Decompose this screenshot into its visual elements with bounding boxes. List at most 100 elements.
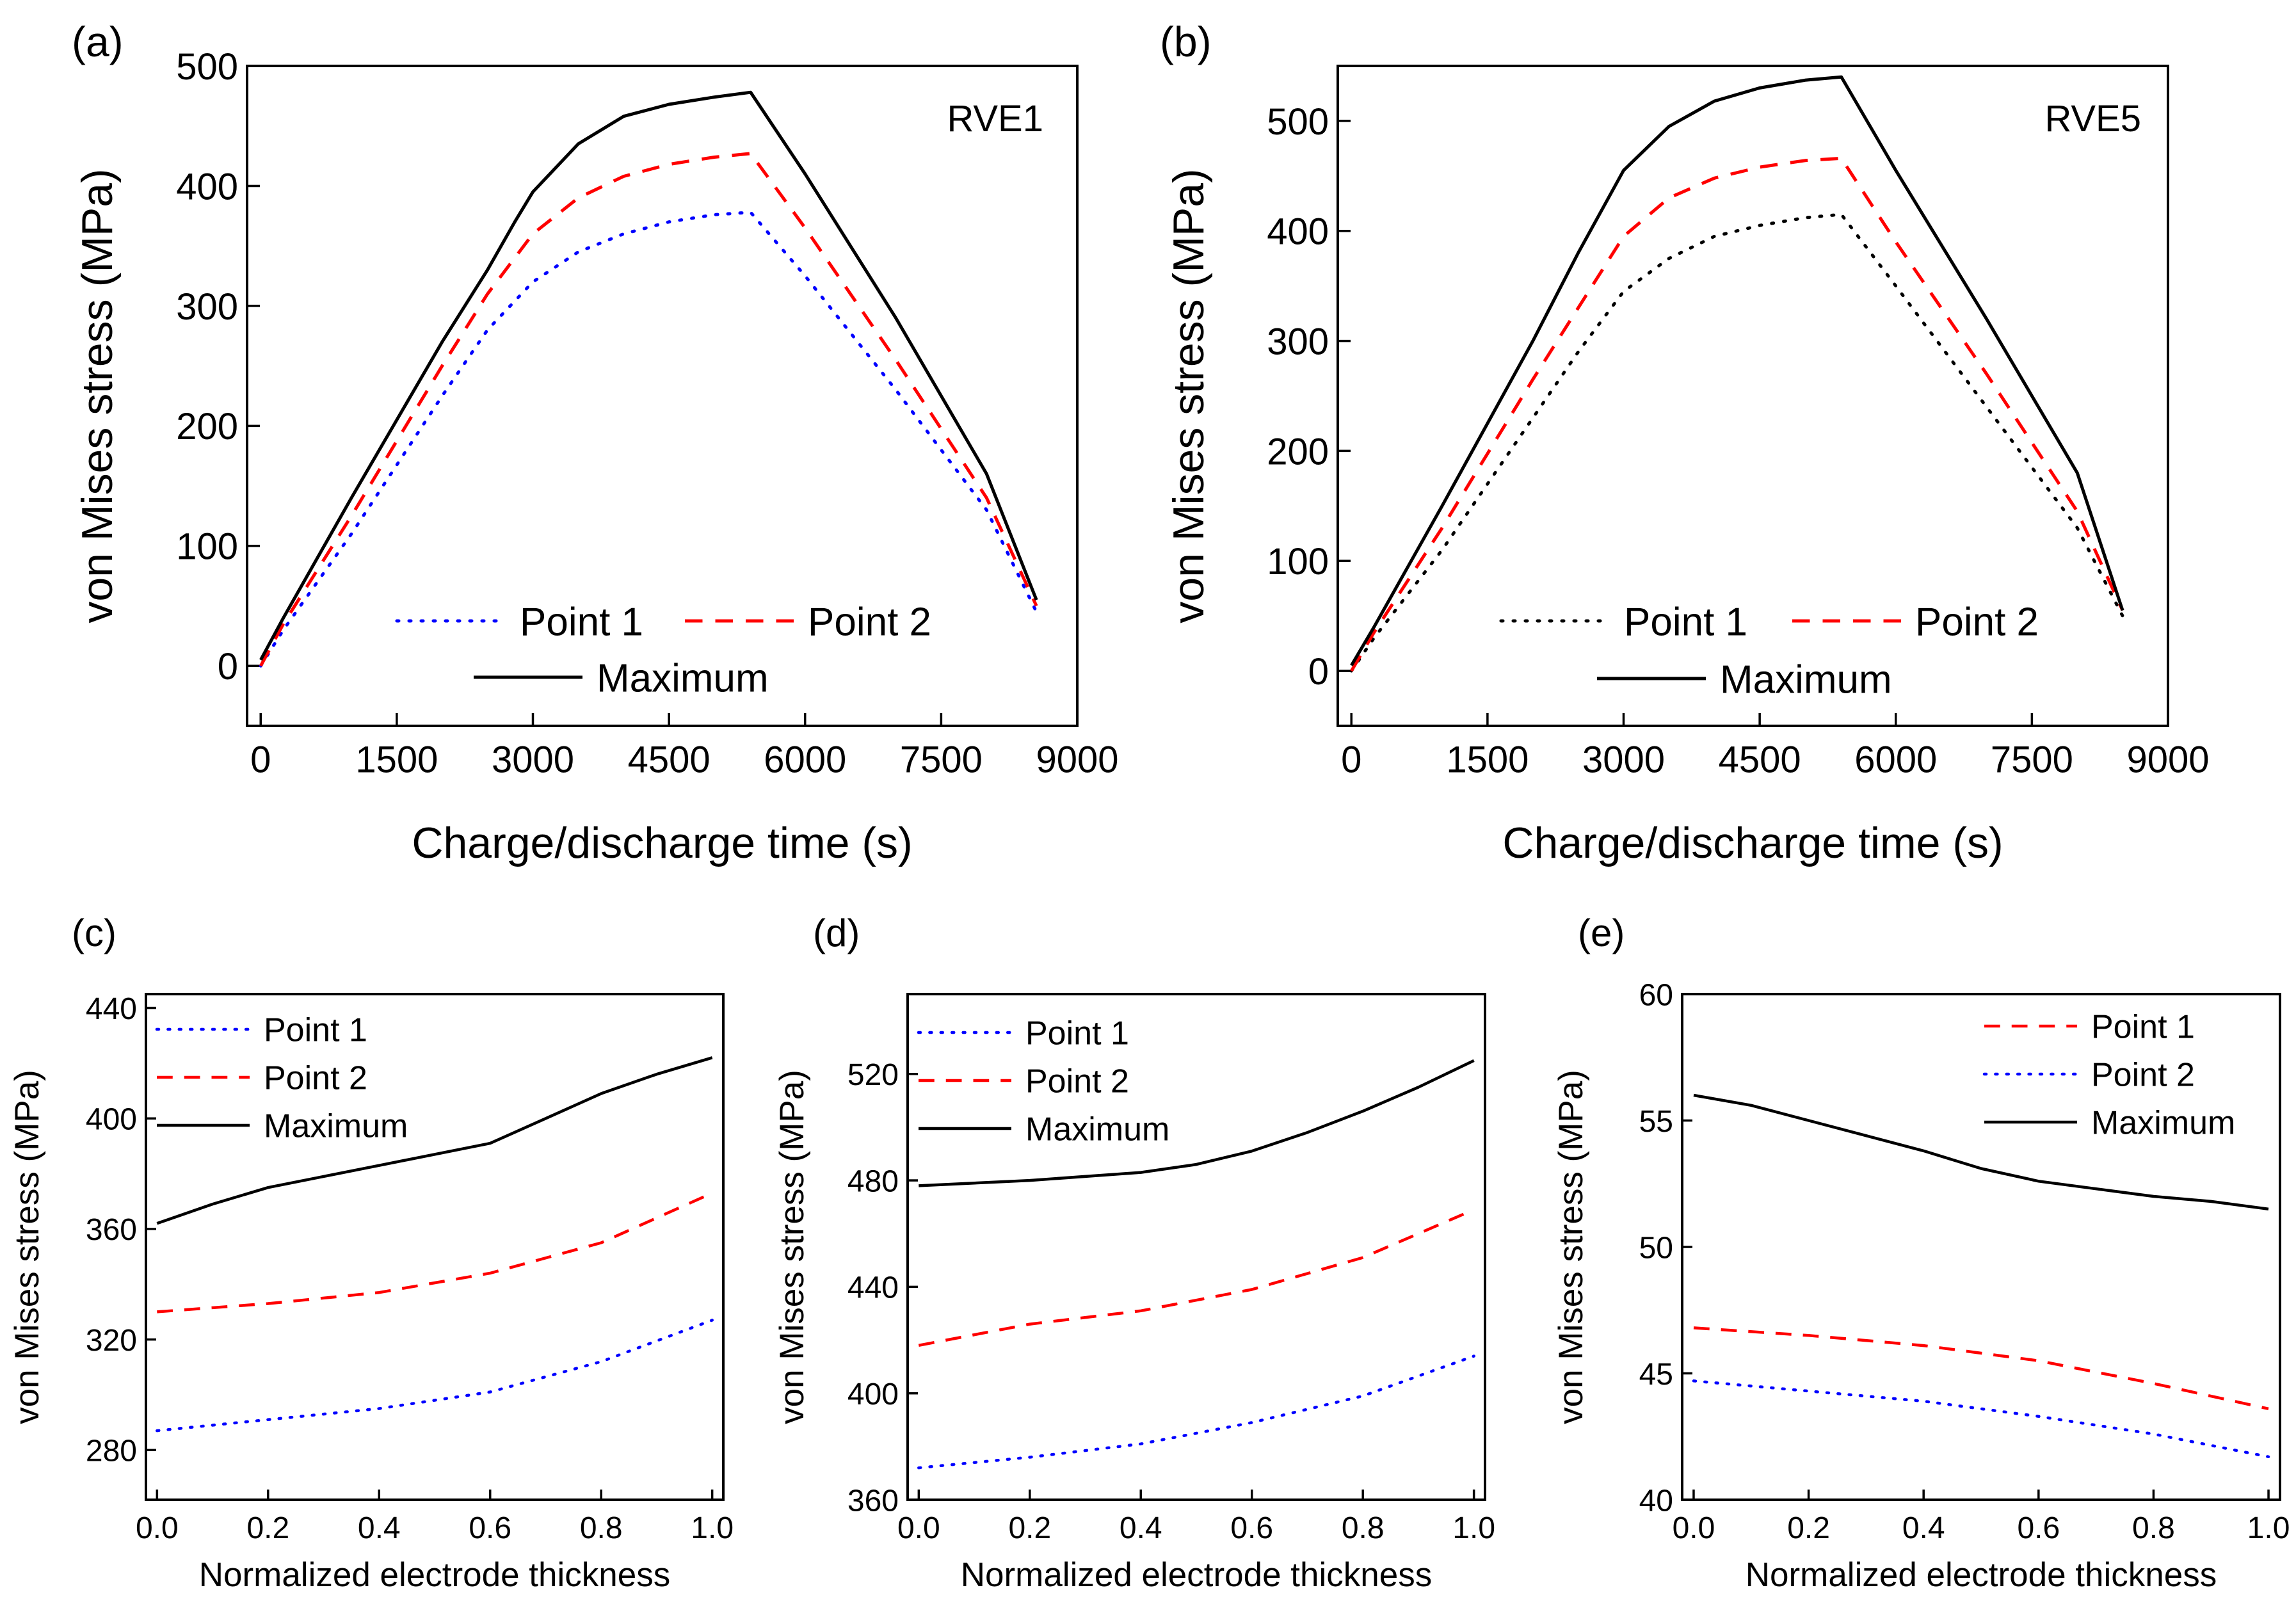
- plot-frame-b: [1337, 65, 2169, 727]
- series-line-c-2: [156, 1056, 713, 1225]
- y-tick-label-a-0: 0: [218, 646, 238, 687]
- panel-b: 0 1500 3000 4500 6000 7500 9000 0 100 200 300 400 50…: [1160, 18, 2210, 867]
- legend-label-d-1: Point 2: [1025, 1063, 1129, 1100]
- legend-label-b-2: Maximum: [1720, 657, 1892, 702]
- x-tick-label-b-3: 4500: [1719, 739, 1801, 781]
- x-tick-label-e-0: 0.0: [1673, 1511, 1715, 1545]
- x-axis-label-d: Normalized electrode thickness: [961, 1556, 1432, 1594]
- x-tick-label-d-2: 0.4: [1120, 1511, 1162, 1545]
- x-tick-label-b-0: 0: [1341, 739, 1361, 781]
- legend-label-a-0: Point 1: [520, 600, 643, 644]
- x-tick-label-a-6: 9000: [1036, 739, 1118, 781]
- series-line-e-0: [1693, 1326, 2269, 1410]
- series-line-c-0: [156, 1319, 714, 1433]
- x-tick-label-b-2: 3000: [1582, 739, 1665, 781]
- y-tick-label-b-0: 0: [1308, 651, 1329, 693]
- series-line-b-1: [1350, 156, 2124, 672]
- x-tick-label-a-2: 3000: [492, 739, 574, 781]
- panel-label-e: (e): [1578, 912, 1625, 954]
- series-line-c-1: [157, 1191, 713, 1314]
- y-tick-label-b-2: 200: [1267, 431, 1329, 472]
- y-tick-label-c-3: 400: [86, 1103, 137, 1137]
- x-tick-label-e-3: 0.6: [2017, 1511, 2060, 1545]
- series-line-d-1: [918, 1208, 1475, 1347]
- x-tick-label-d-3: 0.6: [1230, 1511, 1273, 1545]
- panel-d: 0.0 0.2 0.4 0.6 0.8 1.0 360 400 440 480 520 Normali…: [773, 912, 1495, 1594]
- y-tick-label-a-3: 300: [176, 286, 238, 328]
- legend-label-d-2: Maximum: [1025, 1111, 1169, 1148]
- x-tick-label-c-4: 0.8: [580, 1511, 623, 1545]
- x-axis-label-c: Normalized electrode thickness: [199, 1556, 670, 1594]
- panel-label-a: (a): [72, 18, 124, 65]
- legend-label-a-1: Point 2: [808, 600, 931, 644]
- panel-e: 0.0 0.2 0.4 0.6 0.8 1.0 40 45 50 55 60 Normalized e…: [1552, 912, 2290, 1594]
- y-axis-label-c: von Mises stress (MPa): [8, 1070, 46, 1424]
- y-tick-label-c-2: 360: [86, 1213, 137, 1247]
- y-tick-label-a-4: 400: [176, 166, 238, 207]
- x-tick-label-d-0: 0.0: [897, 1511, 940, 1545]
- series-line-b-0: [1349, 213, 2124, 673]
- y-tick-label-c-1: 320: [86, 1324, 137, 1358]
- y-tick-label-e-0: 40: [1639, 1484, 1673, 1518]
- panel-c: 0.0 0.2 0.4 0.6 0.8 1.0 280 320 360 400 440 Normali…: [8, 912, 734, 1594]
- y-tick-label-c-4: 440: [86, 992, 137, 1026]
- y-tick-label-d-0: 360: [847, 1484, 899, 1518]
- legend-label-e-1: Point 2: [2091, 1057, 2195, 1094]
- legend-label-a-2: Maximum: [597, 656, 769, 700]
- panel-a: 0 1500 3000 4500 6000 7500 9000 0 100 200 300 400 50…: [72, 18, 1119, 867]
- series-line-e-2: [1693, 1093, 2269, 1211]
- x-tick-label-e-2: 0.4: [1902, 1511, 1945, 1545]
- x-tick-label-b-6: 9000: [2126, 739, 2209, 781]
- annotation-a: RVE1: [947, 98, 1043, 140]
- y-tick-label-b-5: 500: [1267, 101, 1329, 143]
- legend-label-e-2: Maximum: [2091, 1105, 2235, 1142]
- plot-frame-d: [906, 993, 1486, 1501]
- panel-label-d: (d): [813, 912, 860, 954]
- panel-label-b: (b): [1160, 18, 1212, 65]
- y-tick-label-e-3: 55: [1639, 1105, 1673, 1139]
- y-tick-label-a-5: 500: [176, 46, 238, 88]
- y-tick-label-a-1: 100: [176, 526, 238, 568]
- y-tick-label-b-3: 300: [1267, 321, 1329, 362]
- x-tick-label-a-5: 7500: [900, 739, 983, 781]
- x-tick-label-b-1: 1500: [1446, 739, 1529, 781]
- y-tick-label-a-2: 200: [176, 406, 238, 447]
- y-axis-label-b: von Mises stress (MPa): [1164, 168, 1213, 623]
- y-tick-label-d-4: 520: [847, 1058, 899, 1092]
- legend-label-c-0: Point 1: [264, 1012, 367, 1049]
- x-tick-label-d-4: 0.8: [1342, 1511, 1385, 1545]
- x-tick-label-a-1: 1500: [355, 739, 438, 781]
- series-line-a-2: [259, 90, 1038, 661]
- x-axis-label-a: Charge/discharge time (s): [412, 819, 912, 867]
- x-tick-label-b-4: 6000: [1854, 739, 1937, 781]
- series-line-b-2: [1350, 75, 2124, 666]
- panel-label-c: (c): [72, 912, 116, 954]
- y-tick-label-b-4: 400: [1267, 211, 1329, 253]
- y-tick-label-e-4: 60: [1639, 978, 1673, 1012]
- y-axis-label-d: von Mises stress (MPa): [773, 1070, 811, 1424]
- series-line-d-2: [919, 1059, 1475, 1187]
- y-tick-label-e-1: 45: [1639, 1358, 1673, 1392]
- x-tick-label-d-5: 1.0: [1452, 1511, 1495, 1545]
- x-tick-label-a-0: 0: [250, 739, 271, 781]
- series-line-a-1: [259, 152, 1038, 667]
- x-tick-label-e-1: 0.2: [1787, 1511, 1830, 1545]
- x-axis-label-e: Normalized electrode thickness: [1746, 1556, 2217, 1594]
- x-tick-label-c-0: 0.0: [136, 1511, 179, 1545]
- annotation-b: RVE5: [2045, 98, 2141, 140]
- x-axis-label-b: Charge/discharge time (s): [1502, 819, 2003, 867]
- legend-label-c-2: Maximum: [264, 1108, 408, 1145]
- plot-frame-c: [145, 993, 725, 1501]
- x-tick-label-a-4: 6000: [764, 739, 846, 781]
- x-tick-label-d-1: 0.2: [1008, 1511, 1051, 1545]
- series-line-a-0: [259, 211, 1038, 668]
- legend-label-e-0: Point 1: [2091, 1009, 2195, 1046]
- x-tick-label-e-5: 1.0: [2247, 1511, 2290, 1545]
- series-line-e-1: [1692, 1379, 2270, 1459]
- x-tick-label-c-5: 1.0: [691, 1511, 734, 1545]
- x-tick-label-e-4: 0.8: [2132, 1511, 2175, 1545]
- plot-frame-a: [246, 65, 1079, 727]
- x-tick-label-b-5: 7500: [1991, 739, 2073, 781]
- y-axis-label-a: von Mises stress (MPa): [73, 168, 122, 623]
- y-tick-label-d-3: 480: [847, 1164, 899, 1198]
